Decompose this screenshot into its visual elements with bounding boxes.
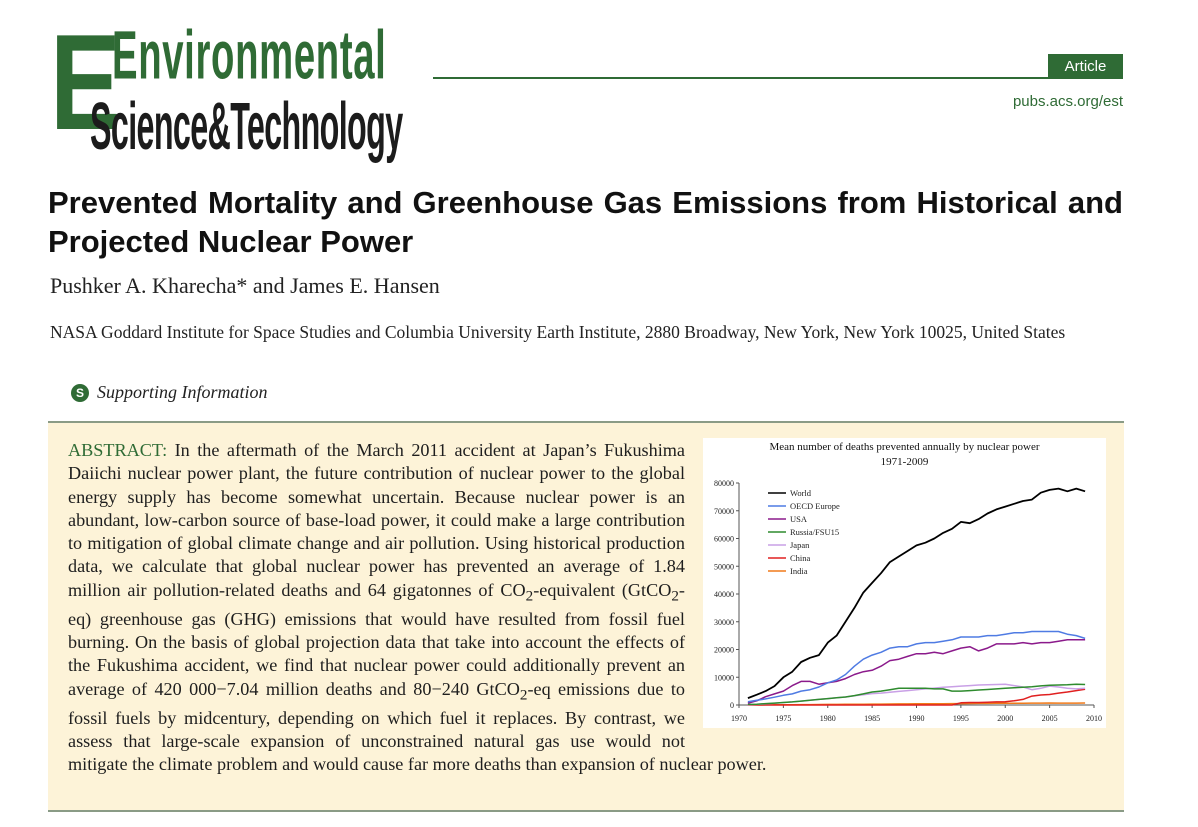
journal-logo: E Environmental Science&Technology [50, 6, 415, 165]
legend-label: Japan [790, 540, 810, 550]
author-list: Pushker A. Kharecha* and James E. Hansen [50, 273, 440, 298]
x-tick-label: 1995 [953, 714, 969, 723]
logo-science-technology: Science&Technology [90, 90, 403, 165]
y-tick-label: 60000 [714, 535, 734, 544]
series-line-usa [747, 639, 1086, 704]
series-line-world [747, 487, 1086, 699]
x-tick-label: 1985 [864, 714, 880, 723]
y-tick-label: 70000 [714, 507, 734, 516]
abstract-part-2: -equivalent (GtCO [533, 579, 672, 600]
y-tick-label: 40000 [714, 590, 734, 599]
abstract-text: ABSTRACT: In the aftermath of the March … [68, 439, 1104, 776]
chart-svg: Mean number of deaths prevented annually… [714, 441, 1102, 723]
supporting-info-icon: S [71, 383, 89, 402]
y-tick-label: 50000 [714, 562, 734, 571]
abstract-subscript-2: 2 [671, 587, 679, 605]
legend-label: OECD Europe [790, 501, 840, 511]
series-line-russia-fsu15 [747, 683, 1086, 706]
y-tick-label: 0 [730, 701, 734, 710]
x-tick-label: 1970 [731, 714, 747, 723]
logo-environmental: Environmental [112, 17, 387, 94]
y-tick-label: 10000 [714, 673, 734, 682]
author-affiliation: NASA Goddard Institute for Space Studies… [50, 322, 1066, 342]
journal-url-link[interactable]: pubs.acs.org/est [1012, 93, 1123, 110]
y-tick-label: 30000 [714, 618, 734, 627]
x-tick-label: 2010 [1086, 714, 1102, 723]
supporting-information-link[interactable]: S Supporting Information [71, 382, 268, 403]
y-tick-label: 80000 [714, 479, 734, 488]
series-line-oecd-europe [747, 630, 1086, 703]
legend-label: China [790, 553, 811, 563]
abstract-part-1: In the aftermath of the March 2011 accid… [68, 440, 685, 600]
supporting-info-label: Supporting Information [97, 382, 268, 402]
x-tick-label: 2005 [1042, 714, 1058, 723]
header-rule [433, 77, 1123, 79]
abstract-label: ABSTRACT: [68, 440, 168, 460]
article-type-badge: Article [1048, 54, 1123, 79]
legend-label: Russia/FSU15 [790, 527, 839, 537]
chart-subtitle: 1971-2009 [881, 456, 929, 468]
x-tick-label: 1990 [909, 714, 925, 723]
abstract-subscript-3: 2 [519, 686, 528, 704]
abstract-chart: Mean number of deaths prevented annually… [703, 438, 1106, 728]
y-tick-label: 20000 [714, 646, 734, 655]
x-tick-label: 1975 [775, 714, 791, 723]
x-tick-label: 1980 [820, 714, 836, 723]
series-line-china [747, 688, 1086, 706]
abstract-part-3: -eq) greenhouse gas (GHG) emissions that… [68, 579, 685, 699]
legend-label: USA [790, 514, 808, 524]
logo-letter-e: E [50, 6, 121, 158]
abstract-subscript-1: 2 [525, 587, 534, 605]
chart-title: Mean number of deaths prevented annually… [769, 441, 1039, 453]
legend-label: World [790, 488, 812, 498]
abstract-part-4: -eq emissions due to fossil fuels by mid… [68, 678, 767, 775]
legend-label: India [790, 566, 808, 576]
x-tick-label: 2000 [997, 714, 1013, 723]
paper-title: Prevented Mortality and Greenhouse Gas E… [48, 185, 1123, 259]
